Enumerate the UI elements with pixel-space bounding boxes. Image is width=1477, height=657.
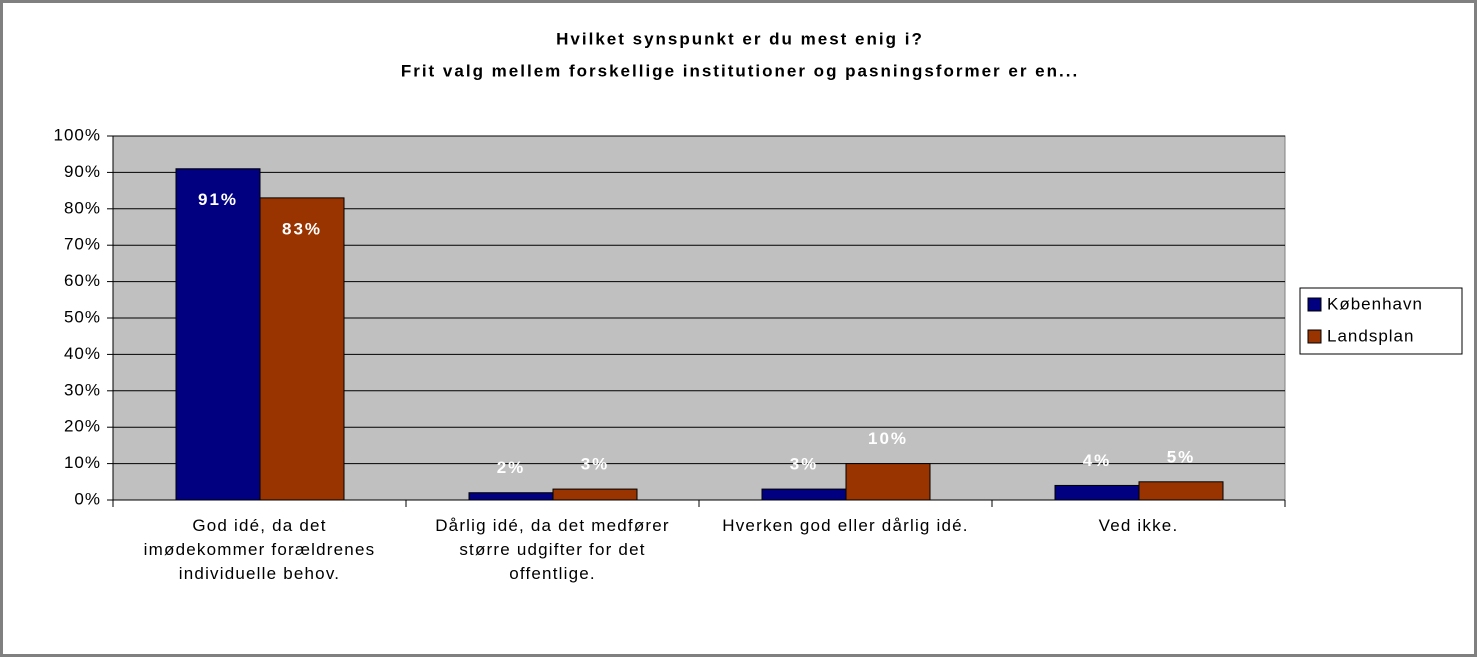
y-tick-label: 50% [64, 307, 101, 326]
bar [1138, 481, 1224, 501]
bar [1054, 484, 1140, 501]
legend-box [1299, 287, 1463, 355]
data-label: 3% [581, 455, 610, 474]
y-tick-label: 30% [64, 380, 101, 399]
y-tick-label: 90% [64, 162, 101, 181]
bar [845, 463, 931, 501]
x-tick-label: Hverken god eller dårlig idé. [722, 516, 969, 535]
y-tick-label: 100% [54, 125, 101, 144]
data-label: 83% [282, 219, 322, 238]
x-tick-label: Ved ikke. [1098, 516, 1179, 535]
legend-label: København [1327, 294, 1423, 313]
data-label: 4% [1083, 451, 1112, 470]
y-tick-label: 10% [64, 453, 101, 472]
y-tick-label: 20% [64, 417, 101, 436]
y-tick-label: 0% [74, 489, 101, 508]
legend-swatch [1307, 297, 1322, 312]
y-tick-label: 40% [64, 344, 101, 363]
bar [761, 488, 847, 501]
chart-title: Hvilket synspunkt er du mest enig i? [556, 29, 924, 48]
y-tick-label: 80% [64, 198, 101, 217]
x-tick-label: Dårlig idé, da det medfører større udgif… [435, 516, 670, 583]
y-tick-label: 70% [64, 235, 101, 254]
chart-subtitle: Frit valg mellem forskellige institution… [401, 61, 1079, 80]
y-tick-label: 60% [64, 271, 101, 290]
data-label: 2% [497, 458, 526, 477]
data-label: 3% [790, 455, 819, 474]
data-label: 10% [868, 429, 908, 448]
bar [175, 168, 261, 501]
legend-label: Landsplan [1327, 326, 1414, 345]
bar [259, 197, 345, 501]
bar [468, 492, 554, 501]
x-tick-label: God idé, da det imødekommer forældrenes … [143, 516, 376, 583]
data-label: 91% [198, 190, 238, 209]
legend-swatch [1307, 329, 1322, 344]
bar [552, 488, 638, 501]
data-label: 5% [1167, 447, 1196, 466]
